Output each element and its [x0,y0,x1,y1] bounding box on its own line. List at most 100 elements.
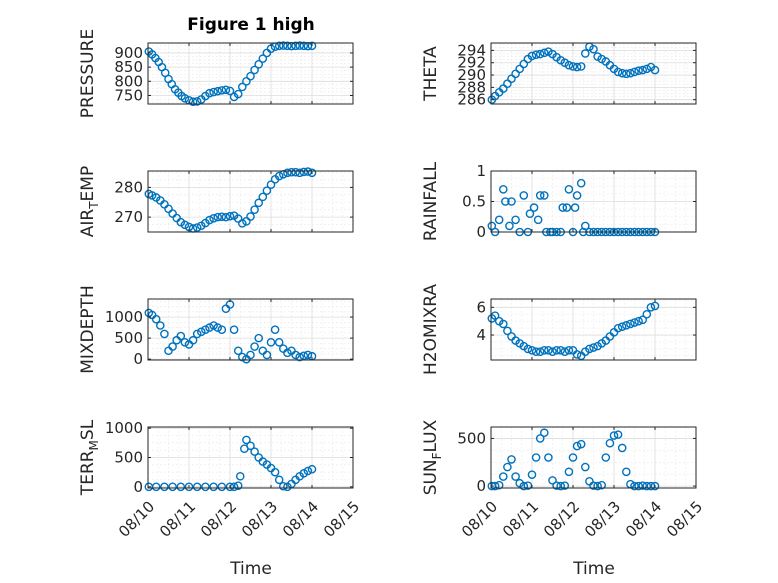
data-point [568,453,578,462]
data-point [535,347,545,356]
data-point [196,327,206,337]
data-point [270,325,280,335]
y-tick-label: 850 [114,58,143,76]
plot-frame [490,42,697,105]
data-point [213,212,222,222]
data-point [221,85,231,95]
data-point [642,309,652,319]
y-tick-label: 286 [457,91,486,109]
data-point [642,64,652,74]
data-point [564,467,574,477]
data-point [581,49,590,58]
x-tick-label: 08/15 [663,498,706,541]
data-point [250,205,259,214]
data-point [246,212,255,221]
y-tick-label: 288 [457,78,486,96]
y-tick-label: 0 [133,478,143,496]
y-axis-label: RAINFALL [421,161,441,241]
x-tick-label: 08/10 [458,498,501,541]
data-point [548,347,557,356]
y-tick-label: 0.5 [462,193,486,211]
data-point [650,65,660,75]
data-point [503,326,512,336]
data-point [613,430,623,439]
data-point [552,481,561,490]
data-point [237,219,247,228]
data-point [572,191,582,200]
plot-frame [147,170,354,233]
data-point [515,64,525,74]
data-point [295,41,305,50]
data-point [622,321,631,330]
data-point [650,301,660,311]
y-tick-label: 800 [114,72,143,90]
data-point [192,97,202,106]
data-point [213,323,222,332]
x-tick-label: 08/11 [156,498,199,541]
x-tick-label: 08/12 [197,498,240,541]
plot-frame [147,42,354,105]
data-point [589,343,598,352]
data-point [303,350,313,360]
data-point [155,321,165,330]
data-point [278,481,288,491]
data-point [519,191,529,200]
data-point [283,168,292,178]
data-point [266,338,276,347]
data-point [501,197,510,206]
plot-frame [490,426,697,489]
data-point [188,335,198,345]
data-point [529,203,539,212]
data-point [544,453,553,462]
data-point [176,482,186,492]
data-point [192,329,202,339]
data-point [274,41,284,51]
data-point [523,344,533,354]
y-tick-label: 1000 [105,419,143,437]
y-tick-label: 500 [114,329,143,347]
y-tick-label: 750 [114,86,143,104]
data-point [540,428,549,438]
data-point [233,346,243,356]
y-tick-label: 270 [114,208,143,226]
data-point [176,331,186,341]
data-point [535,434,545,443]
data-point [205,215,214,225]
x-tick-label: 08/10 [115,498,158,541]
data-point [217,482,227,492]
data-point [581,221,590,231]
data-point [564,345,574,355]
data-point [634,316,643,326]
data-point [307,168,317,178]
data-point [568,62,578,71]
data-point [307,41,317,51]
data-point [617,322,627,332]
data-point [237,82,247,92]
data-point [630,481,639,491]
data-point [291,167,300,177]
data-point [250,65,259,75]
y-tick-label: 4 [476,326,486,344]
data-point [242,435,251,445]
y-axis-label: MIXDEPTH [78,285,98,374]
data-point [209,87,218,97]
data-point [564,184,574,194]
data-point [235,471,245,481]
data-point [556,481,566,491]
y-tick-label: 1 [476,162,486,180]
x-tick-label: 08/11 [499,498,542,541]
data-point [266,180,276,189]
data-point [589,481,598,490]
data-point [250,342,259,351]
data-point [507,197,516,206]
data-point [634,481,643,491]
y-axis-label: AIRTEMP [78,166,101,237]
data-point [622,69,631,79]
data-point [498,84,508,93]
data-point [299,351,309,361]
y-axis-label: SUNFLUX [421,419,444,495]
data-point [540,191,549,200]
data-point [519,59,529,69]
